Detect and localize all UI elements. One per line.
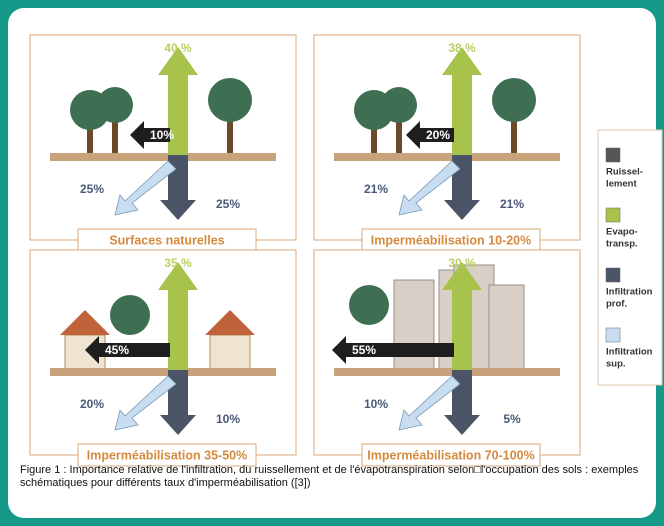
deep-infiltration-label: 10% <box>216 412 240 426</box>
caption: Figure 1 : Importance relative de l'infi… <box>20 464 650 490</box>
legend-swatch <box>606 148 620 162</box>
ground <box>50 153 276 161</box>
shallow-infiltration-label: 21% <box>364 182 388 196</box>
legend-swatch <box>606 268 620 282</box>
ground <box>50 368 276 376</box>
legend-swatch <box>606 208 620 222</box>
legend-label: lement <box>606 179 637 190</box>
legend-label: Evapo- <box>606 227 638 238</box>
evapotranspiration-label: 38 % <box>448 41 476 55</box>
tree-crown <box>492 78 536 122</box>
panel-title: Imperméabilisation 35-50% <box>87 448 247 462</box>
tree-crown <box>110 295 150 335</box>
shallow-infiltration-label: 25% <box>80 182 104 196</box>
runoff-label: 45% <box>105 343 129 357</box>
runoff-label: 20% <box>426 128 450 142</box>
evapotranspiration-label: 35 % <box>164 256 192 270</box>
tree-crown <box>349 285 389 325</box>
panel-title: Imperméabilisation 70-100% <box>367 448 534 462</box>
building <box>489 285 524 370</box>
shallow-infiltration-label: 20% <box>80 397 104 411</box>
legend-label: Ruissel- <box>606 167 643 178</box>
legend-label: Infiltration <box>606 347 653 358</box>
legend-label: sup. <box>606 359 626 370</box>
panel-title: Surfaces naturelles <box>109 233 224 247</box>
legend-label: prof. <box>606 299 627 310</box>
deep-infiltration-label: 25% <box>216 197 240 211</box>
house-wall <box>210 335 250 370</box>
ground <box>334 153 560 161</box>
evapotranspiration-label: 40 % <box>164 41 192 55</box>
deep-infiltration-label: 5% <box>503 412 521 426</box>
tree-crown <box>208 78 252 122</box>
legend-label: transp. <box>606 239 638 250</box>
runoff-label: 10% <box>150 128 174 142</box>
diagram: 40 % 10% 25% 25% Surfaces naturelles 38 % 20% 2… <box>0 0 664 526</box>
panel-title: Imperméabilisation 10-20% <box>371 233 531 247</box>
deep-infiltration-label: 21% <box>500 197 524 211</box>
tree-crown <box>97 87 133 123</box>
shallow-infiltration-label: 10% <box>364 397 388 411</box>
legend-label: Infiltration <box>606 287 653 298</box>
evapotranspiration-label: 30 % <box>448 256 476 270</box>
legend-swatch <box>606 328 620 342</box>
runoff-label: 55% <box>352 343 376 357</box>
tree-crown <box>381 87 417 123</box>
ground <box>334 368 560 376</box>
page: 40 % 10% 25% 25% Surfaces naturelles 38 % 20% 2… <box>0 0 664 526</box>
